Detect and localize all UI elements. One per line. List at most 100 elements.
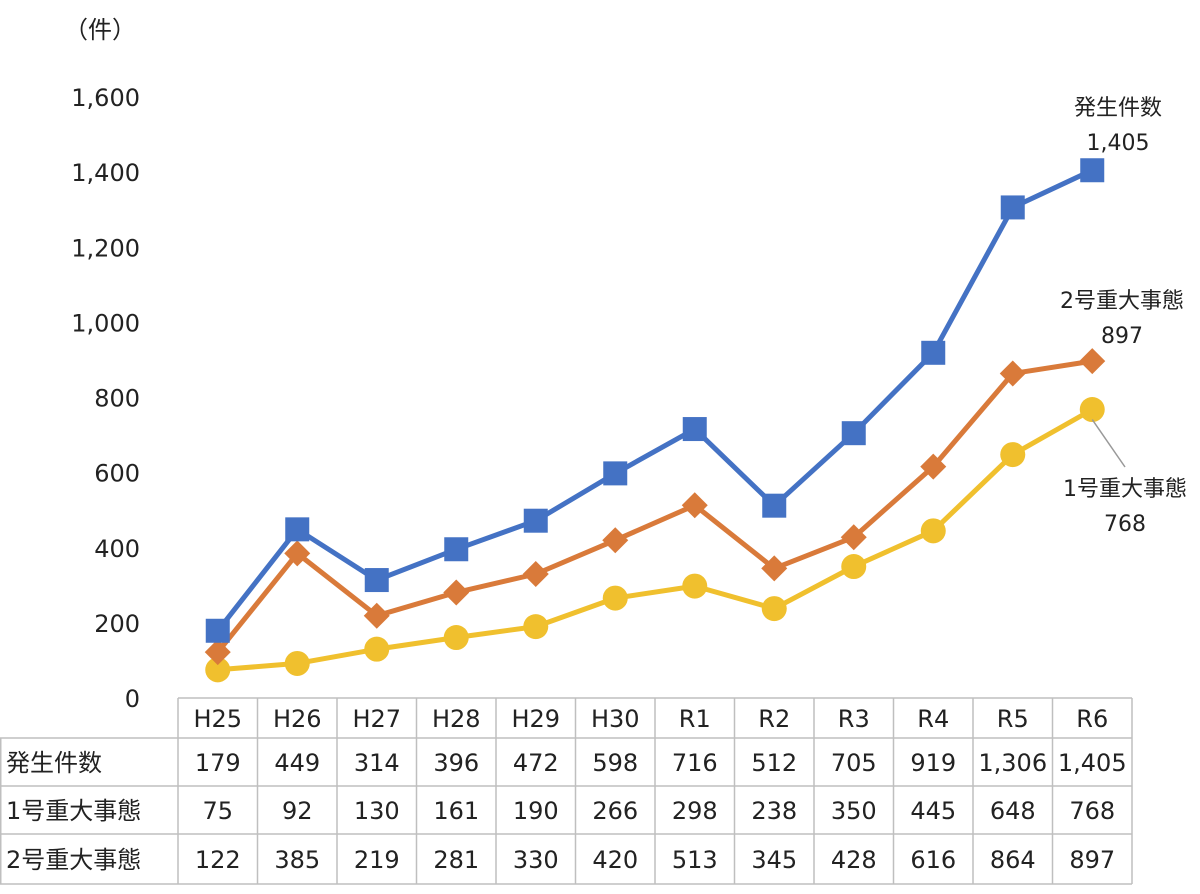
diamond-marker xyxy=(920,453,947,480)
table-row-header: 発生件数 xyxy=(6,749,102,777)
table-cell-value: 219 xyxy=(354,846,400,874)
table-cell-value: 396 xyxy=(433,749,479,777)
callout-value-total: 1,405 xyxy=(1087,131,1150,156)
x-category-label: H26 xyxy=(273,705,322,733)
callout-label-total: 発生件数 xyxy=(1074,96,1162,121)
table-cell-value: 350 xyxy=(831,797,877,825)
y-tick-label: 1,200 xyxy=(71,234,140,262)
table-cell-value: 298 xyxy=(672,797,718,825)
square-marker xyxy=(921,340,946,365)
circle-marker xyxy=(364,636,390,662)
x-category-label: H27 xyxy=(352,705,401,733)
circle-marker xyxy=(1079,397,1105,423)
table-cell-value: 420 xyxy=(592,846,638,874)
table-row-header: 2号重大事態 xyxy=(6,846,141,874)
table-cell-value: 1,306 xyxy=(978,749,1047,777)
diamond-marker xyxy=(761,555,788,582)
table-cell-value: 92 xyxy=(282,797,313,825)
table-cell-value: 238 xyxy=(751,797,797,825)
square-marker xyxy=(1000,195,1025,220)
y-tick-label: 1,000 xyxy=(71,309,140,337)
table-cell-value: 281 xyxy=(433,846,479,874)
table-cell-value: 705 xyxy=(831,749,877,777)
diamond-marker xyxy=(363,602,390,629)
circle-marker xyxy=(205,657,231,683)
diamond-marker xyxy=(522,561,549,588)
y-tick-label: 200 xyxy=(94,610,140,638)
series-markers xyxy=(204,158,1106,683)
table-cell-value: 75 xyxy=(202,797,233,825)
table-cell-value: 768 xyxy=(1069,797,1115,825)
square-marker xyxy=(285,517,310,542)
y-tick-label: 400 xyxy=(94,535,140,563)
x-category-label: R2 xyxy=(758,705,790,733)
y-tick-label: 1,400 xyxy=(71,159,140,187)
diamond-marker xyxy=(681,492,708,519)
square-marker xyxy=(1080,158,1105,183)
square-marker xyxy=(444,537,469,562)
diamond-marker xyxy=(204,639,231,666)
table-cell-value: 598 xyxy=(592,749,638,777)
x-category-label: R3 xyxy=(838,705,870,733)
series-line-0 xyxy=(215,167,1095,634)
table-cell-value: 190 xyxy=(513,797,559,825)
table-cell-value: 266 xyxy=(592,797,638,825)
circle-marker xyxy=(761,596,787,622)
square-marker xyxy=(523,508,548,533)
square-marker xyxy=(205,618,230,643)
series-lines xyxy=(215,167,1095,673)
square-marker xyxy=(762,493,787,518)
table-cell-value: 513 xyxy=(672,846,718,874)
table-cell-value: 897 xyxy=(1069,846,1115,874)
table-cell-value: 130 xyxy=(354,797,400,825)
series-callouts: 発生件数 1,405 2号重大事態 897 1号重大事態 768 xyxy=(1060,96,1187,537)
callout-value-type2: 897 xyxy=(1101,324,1143,349)
table-cell-value: 919 xyxy=(910,749,956,777)
x-category-label: R1 xyxy=(679,705,711,733)
diamond-marker xyxy=(602,527,629,554)
callout-label-type2: 2号重大事態 xyxy=(1060,289,1184,314)
circle-marker xyxy=(682,573,708,599)
y-tick-label: 0 xyxy=(125,685,140,713)
x-category-label: R4 xyxy=(917,705,949,733)
diamond-marker xyxy=(999,360,1026,387)
y-tick-label: 600 xyxy=(94,460,140,488)
x-category-label: H28 xyxy=(432,705,481,733)
circle-marker xyxy=(602,585,628,611)
table-cell-value: 445 xyxy=(910,797,956,825)
x-category-label: H25 xyxy=(193,705,242,733)
x-category-label: R5 xyxy=(997,705,1029,733)
callout-value-type1: 768 xyxy=(1104,512,1146,537)
table-cell-value: 648 xyxy=(990,797,1036,825)
table-row-header: 1号重大事態 xyxy=(6,797,141,825)
table-cell-value: 385 xyxy=(274,846,320,874)
diamond-marker xyxy=(1079,348,1106,375)
y-axis: （件） 0 200 400 600 800 1,000 1,200 1,400 1,600 xyxy=(64,16,140,713)
table-cell-value: 314 xyxy=(354,749,400,777)
table-cell-value: 345 xyxy=(751,846,797,874)
table-cell-value: 428 xyxy=(831,846,877,874)
y-tick-label: 800 xyxy=(94,385,140,413)
square-marker xyxy=(841,421,866,446)
series-line-1 xyxy=(215,407,1095,673)
table-cell-value: 864 xyxy=(990,846,1036,874)
circle-marker xyxy=(1000,442,1026,468)
y-axis-unit-label: （件） xyxy=(64,16,136,44)
diamond-marker xyxy=(840,524,867,551)
table-cell-value: 161 xyxy=(433,797,479,825)
callout-label-type1: 1号重大事態 xyxy=(1063,477,1187,502)
table-cell-value: 330 xyxy=(513,846,559,874)
diamond-marker xyxy=(284,540,311,567)
x-category-label: R6 xyxy=(1076,705,1108,733)
table-cell-value: 512 xyxy=(751,749,797,777)
table-cell-value: 1,405 xyxy=(1058,749,1127,777)
circle-marker xyxy=(523,614,549,640)
table-cell-value: 472 xyxy=(513,749,559,777)
square-marker xyxy=(364,568,389,593)
callout-leader-line xyxy=(1091,419,1126,468)
square-marker xyxy=(603,461,628,486)
circle-marker xyxy=(443,625,469,651)
diamond-marker xyxy=(443,579,470,606)
